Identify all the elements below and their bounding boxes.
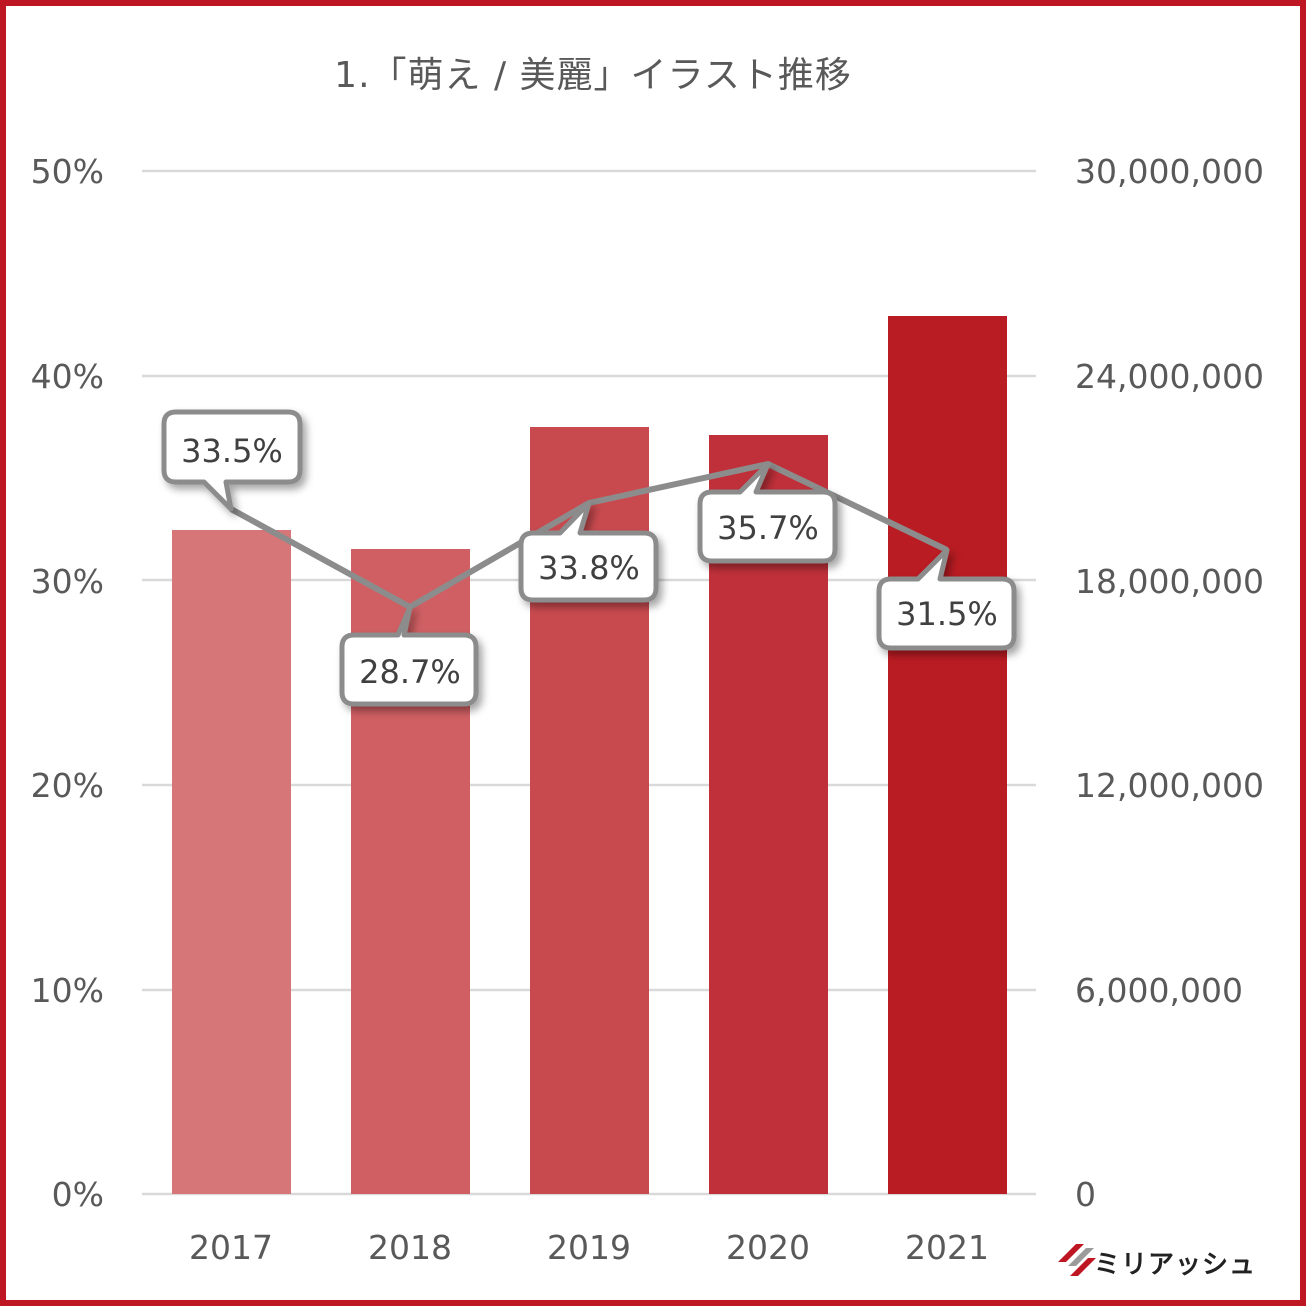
chart-title: 1.「萌え / 美麗」イラスト推移 [334, 55, 852, 96]
callout-2021 [876, 547, 1017, 651]
right-axis-tick-12m: 12,000,000 [1075, 766, 1264, 805]
right-axis-tick-30m: 30,000,000 [1075, 152, 1264, 191]
callout-2019 [518, 500, 659, 603]
left-axis-tick-10: 10% [30, 971, 104, 1010]
left-axis-tick-40: 40% [30, 357, 104, 396]
right-axis-tick-18m: 18,000,000 [1075, 562, 1264, 601]
right-axis-tick-24m: 24,000,000 [1075, 357, 1264, 396]
callout-2020 [697, 461, 838, 564]
x-axis-label-2020: 2020 [726, 1228, 810, 1267]
x-axis-label-2018: 2018 [368, 1228, 452, 1267]
left-axis-tick-30: 30% [30, 562, 104, 601]
x-axis-label-2017: 2017 [189, 1228, 273, 1267]
callout-label-2021: 31.5% [896, 595, 998, 633]
callout-label-2020: 35.7% [717, 509, 819, 547]
left-axis-tick-20: 20% [30, 766, 104, 805]
callout-label-2018: 28.7% [359, 653, 461, 691]
left-axis-tick-50: 50% [30, 152, 104, 191]
logo-mark-icon [1058, 1244, 1096, 1276]
bar-2021 [888, 316, 1007, 1194]
right-axis-tick-6m: 6,000,000 [1075, 971, 1243, 1010]
left-axis-tick-0: 0% [51, 1175, 104, 1214]
callout-2017 [161, 409, 303, 512]
bar-2017 [172, 530, 291, 1194]
brand-logo-text: ミリアッシュ [1094, 1250, 1257, 1280]
callout-label-2017: 33.5% [181, 432, 283, 470]
right-axis-tick-0: 0 [1075, 1175, 1096, 1214]
callout-label-2019: 33.8% [538, 549, 640, 587]
callout-2018 [339, 604, 479, 707]
x-axis-label-2021: 2021 [905, 1228, 989, 1267]
x-axis-label-2019: 2019 [547, 1228, 631, 1267]
